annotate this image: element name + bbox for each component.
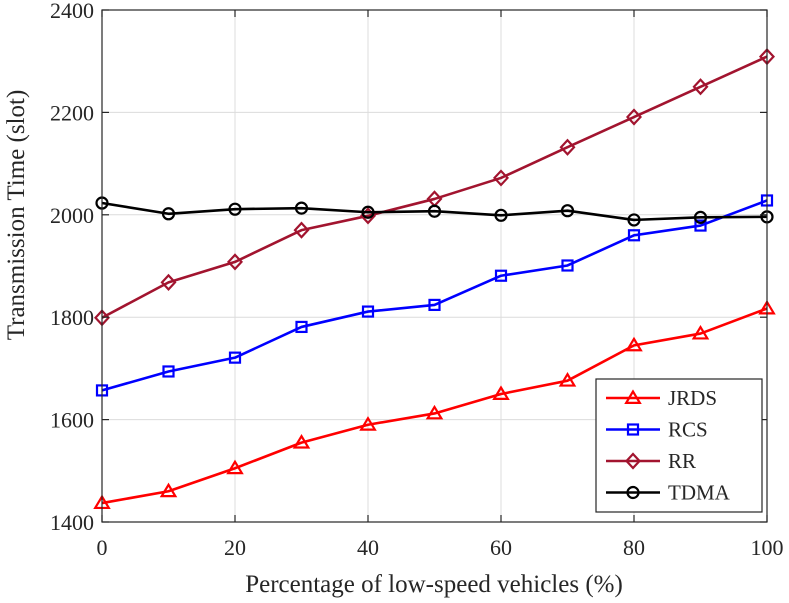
data-point (691, 324, 710, 340)
legend-label: RR (668, 449, 696, 473)
x-tick-label: 20 (224, 535, 246, 560)
series-line (101, 201, 768, 222)
legend-entry: RR (606, 449, 696, 473)
data-point (492, 169, 510, 187)
x-tick-label: 60 (490, 535, 512, 560)
x-tick-label: 40 (357, 535, 379, 560)
data-point (159, 482, 178, 498)
ticks: 0 20 40 60 80 100 1400 1600 1800 2000 2200 2400 (50, 0, 784, 560)
y-tick-label: 2200 (50, 100, 94, 125)
data-point (559, 138, 576, 156)
data-point (425, 404, 444, 420)
data-point (228, 351, 242, 364)
legend-box (595, 378, 763, 513)
x-tick-label: 0 (97, 535, 108, 560)
legend-entry: RCS (606, 418, 708, 442)
y-axis-label: Transmission Time (slot) (3, 90, 30, 341)
legend-marker (624, 389, 642, 404)
data-point (226, 253, 244, 271)
plot-area-frame (101, 9, 768, 523)
legend-entry: JRDS (606, 386, 717, 410)
series-rr (93, 47, 776, 327)
legend-label: TDMA (668, 481, 731, 505)
data-point (561, 259, 574, 272)
data-point (627, 229, 641, 242)
series-line (101, 199, 768, 392)
y-tick-label: 1600 (50, 408, 94, 433)
x-tick-label: 100 (751, 535, 784, 560)
series-tdma (95, 196, 774, 227)
data-point (359, 416, 377, 431)
data-point (494, 269, 508, 282)
series-layer (93, 47, 776, 510)
data-point (294, 201, 309, 215)
series-line (101, 307, 768, 505)
data-point (625, 108, 643, 126)
data-point (228, 202, 242, 216)
data-point (627, 213, 641, 227)
legend-label: JRDS (668, 386, 717, 410)
y-tick-label: 1800 (50, 305, 94, 330)
x-axis-label: Percentage of low-speed vehicles (%) (245, 571, 623, 598)
legend: JRDS RCS RR TDMA (595, 378, 763, 513)
data-point (160, 273, 177, 292)
data-point (692, 78, 709, 96)
legend-marker (626, 485, 640, 500)
data-point (428, 298, 441, 312)
data-point (492, 385, 510, 400)
data-point (694, 219, 707, 232)
data-point (558, 372, 577, 387)
y-tick-label: 2000 (50, 203, 94, 228)
legend-entry: TDMA (606, 481, 731, 505)
data-point (494, 208, 508, 222)
data-point (361, 305, 375, 318)
data-point (295, 320, 308, 334)
x-tick-label: 80 (623, 535, 645, 560)
data-point (293, 221, 310, 239)
series-rcs (95, 194, 774, 397)
y-tick-label: 2400 (50, 0, 94, 23)
data-point (162, 365, 175, 378)
data-point (693, 210, 708, 224)
legend-marker (626, 423, 640, 436)
legend-marker (624, 452, 642, 470)
data-point (427, 204, 442, 218)
data-point (560, 204, 575, 218)
y-tick-label: 1400 (50, 510, 94, 535)
data-point (361, 205, 375, 219)
data-point (292, 434, 311, 449)
data-point (161, 207, 176, 221)
data-point (226, 459, 244, 475)
data-point (625, 336, 643, 352)
series-line (101, 55, 768, 319)
legend-label: RCS (668, 418, 708, 442)
